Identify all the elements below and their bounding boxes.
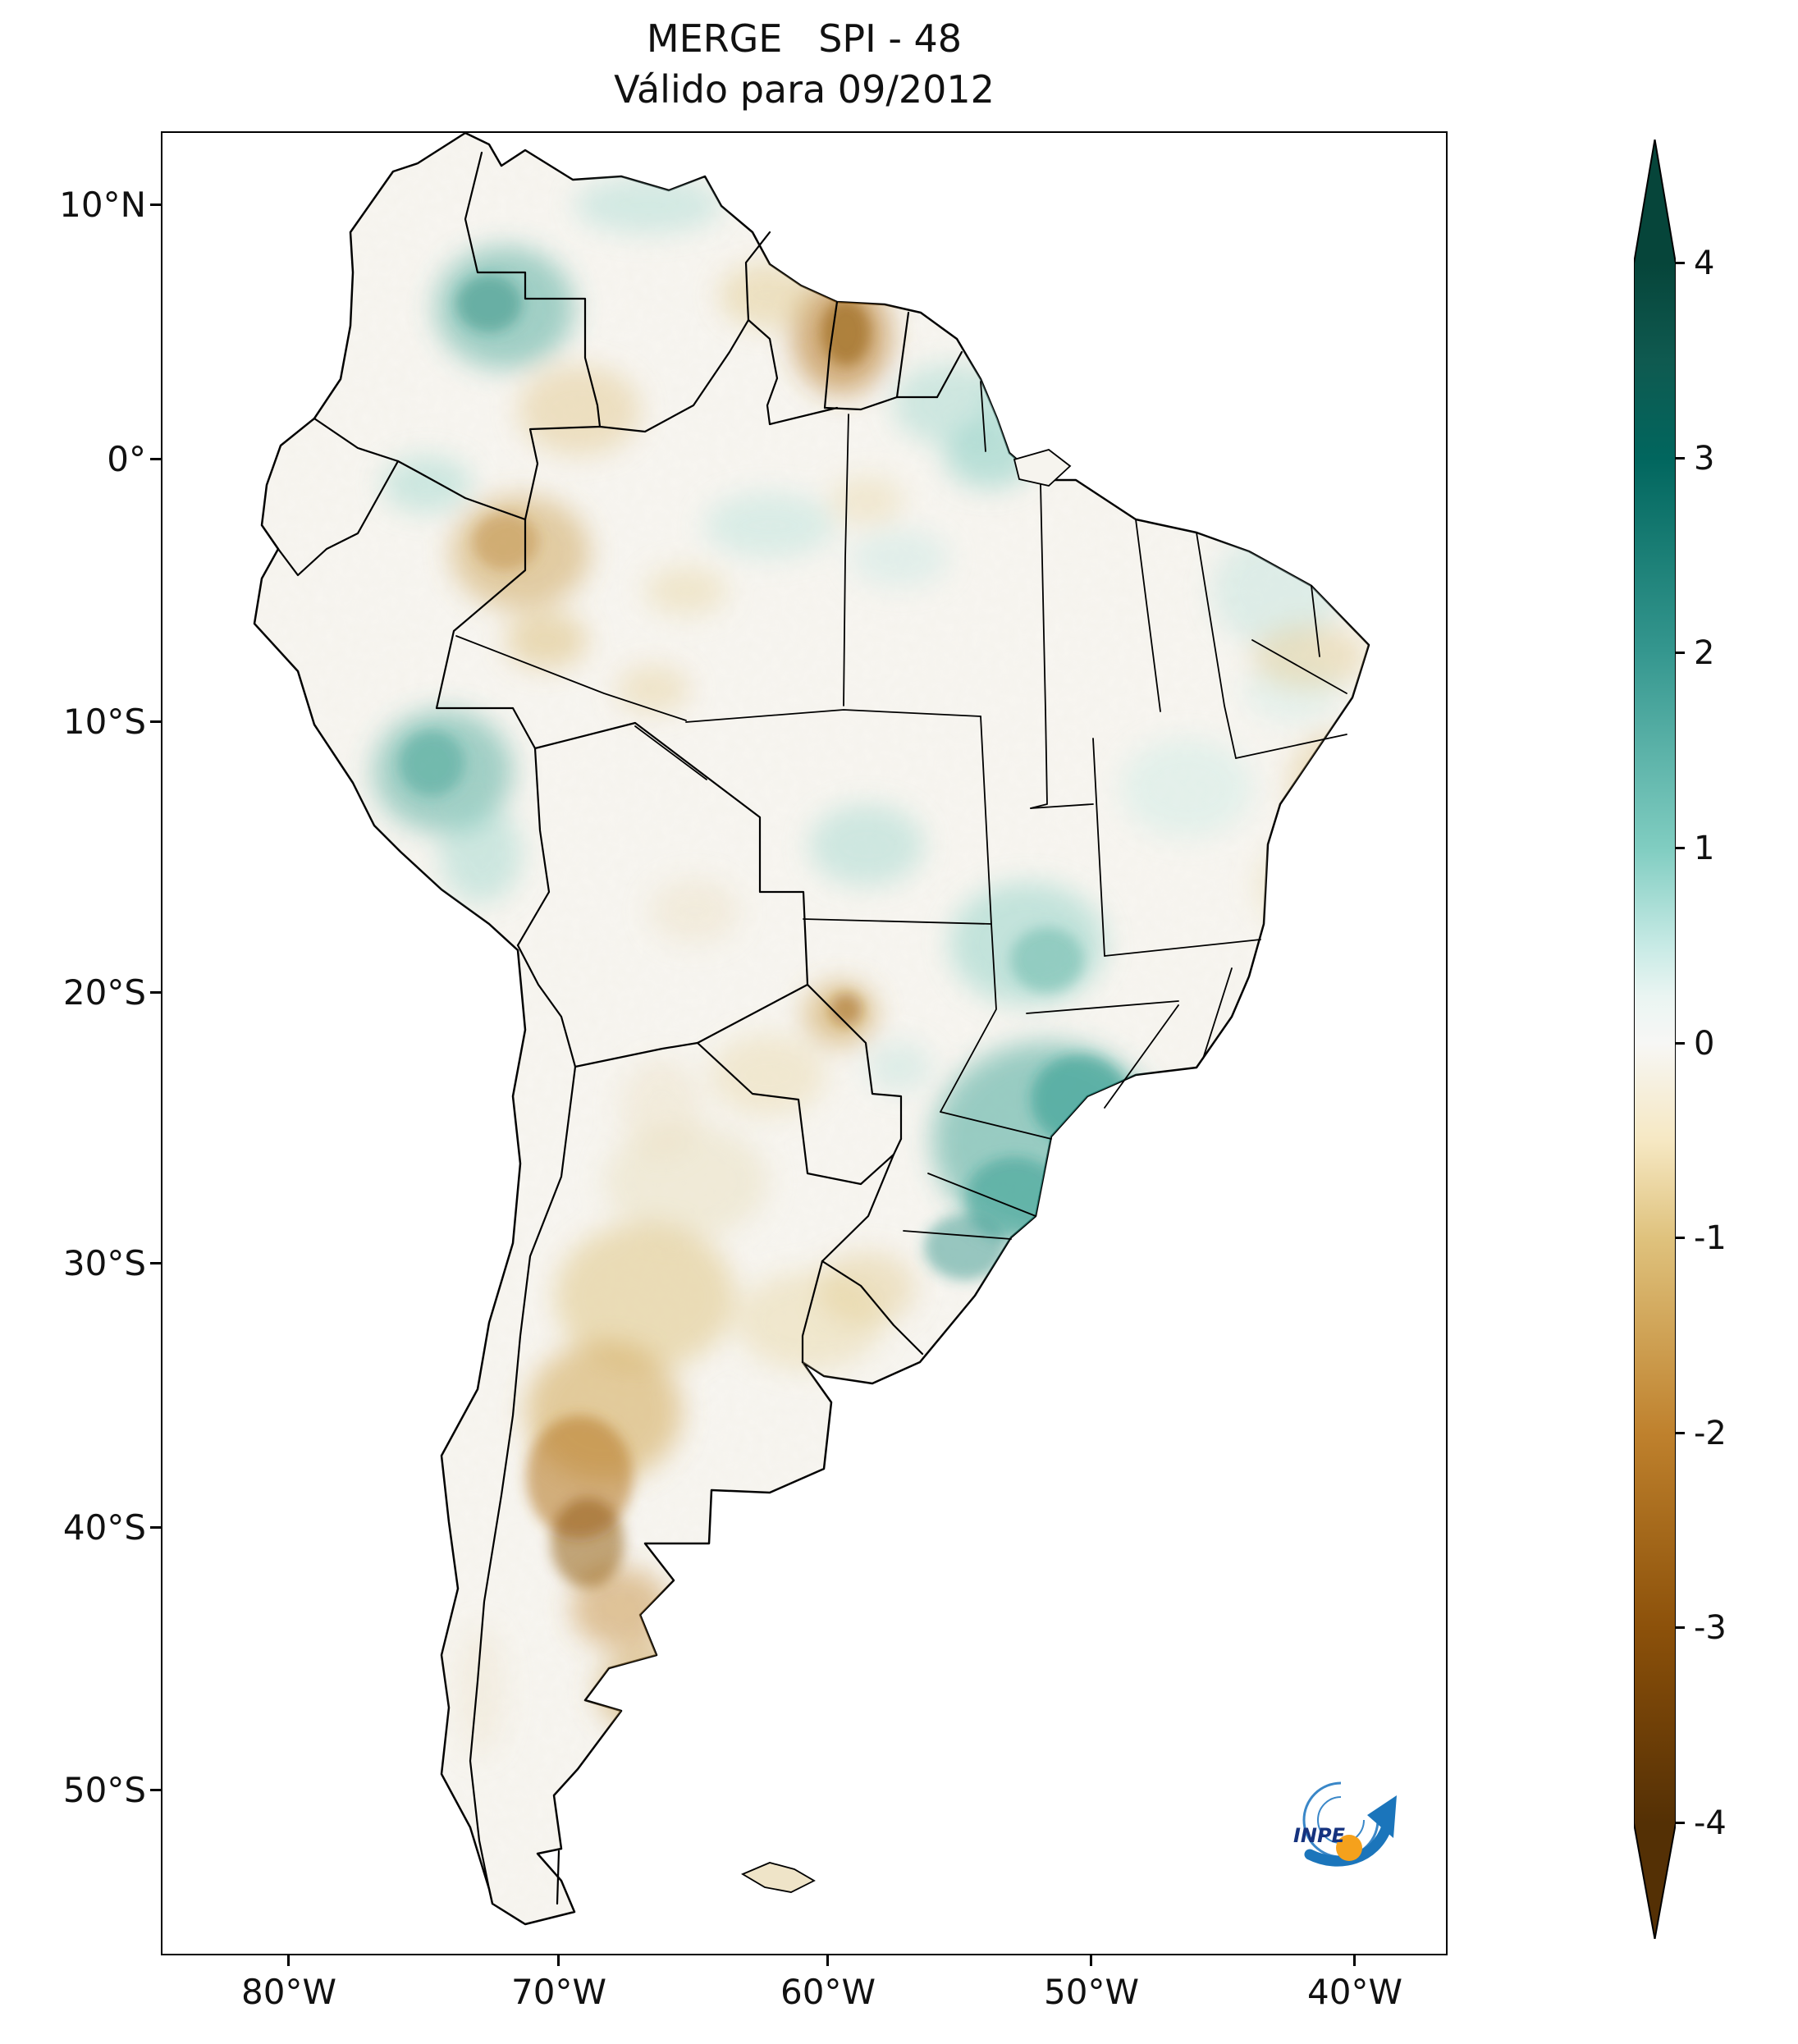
cb-tick-label: -2 [1694, 1415, 1727, 1452]
cb-tick [1676, 262, 1685, 264]
logo-text: INPE [1293, 1824, 1346, 1847]
x-tick [826, 1955, 829, 1966]
cb-tick-label: 1 [1694, 830, 1715, 867]
cb-tick-label: 3 [1694, 440, 1715, 478]
y-tick [150, 720, 161, 723]
cb-tick-label: -4 [1694, 1804, 1727, 1842]
x-tick [1090, 1955, 1092, 1966]
lat-tick-label: 10°S [62, 702, 146, 742]
lat-tick-label: 50°S [62, 1770, 146, 1810]
state-borders [455, 381, 1347, 1240]
cb-tick [1676, 1626, 1685, 1629]
cb-tick [1676, 1432, 1685, 1434]
cb-tick [1676, 1237, 1685, 1239]
marajo-island [1013, 449, 1072, 487]
logo-orange-dot [1336, 1835, 1362, 1861]
lat-tick-label: 10°N [59, 185, 146, 225]
falkland-islands [741, 1862, 816, 1893]
cb-tick [1676, 652, 1685, 654]
y-tick [150, 991, 161, 994]
y-tick [150, 1262, 161, 1264]
lat-tick-label: 20°S [62, 972, 146, 1013]
lon-tick-label: 70°W [511, 1972, 606, 2012]
cb-tick-label: 4 [1694, 245, 1715, 282]
y-tick [150, 203, 161, 206]
lon-tick-label: 60°W [780, 1972, 876, 2012]
cb-tick [1676, 457, 1685, 460]
x-tick [557, 1955, 560, 1966]
south-america-map: INPE [253, 131, 1397, 1926]
inpe-logo: INPE [1293, 1781, 1397, 1867]
lat-tick-label: 30°S [62, 1243, 146, 1283]
plot-frame [161, 131, 1448, 1955]
cb-tick [1676, 847, 1685, 849]
lon-tick-label: 80°W [241, 1972, 336, 2012]
cb-tick-label: 2 [1694, 634, 1715, 672]
cb-tick-label: -1 [1694, 1219, 1727, 1257]
colorbar [1634, 139, 1676, 1939]
cb-tick-label: 0 [1694, 1025, 1715, 1063]
cb-tick [1676, 1822, 1685, 1824]
cb-tick-label: -3 [1694, 1609, 1727, 1647]
cb-tick [1676, 1042, 1685, 1045]
country-borders [277, 151, 963, 1905]
colorbar-gradient-bar [1634, 139, 1676, 1939]
logo-arrowhead [1367, 1795, 1397, 1838]
lat-tick-label: 0° [107, 439, 146, 479]
lat-tick-label: 40°S [62, 1507, 146, 1548]
lon-tick-label: 50°W [1044, 1972, 1139, 2012]
x-tick [1353, 1955, 1356, 1966]
map-title: MERGE SPI - 48 [646, 16, 963, 61]
x-tick [287, 1955, 290, 1966]
y-tick [150, 458, 161, 460]
y-tick [150, 1526, 161, 1529]
y-tick [150, 1789, 161, 1791]
lon-tick-label: 40°W [1307, 1972, 1402, 2012]
map-subtitle: Válido para 09/2012 [614, 67, 995, 112]
